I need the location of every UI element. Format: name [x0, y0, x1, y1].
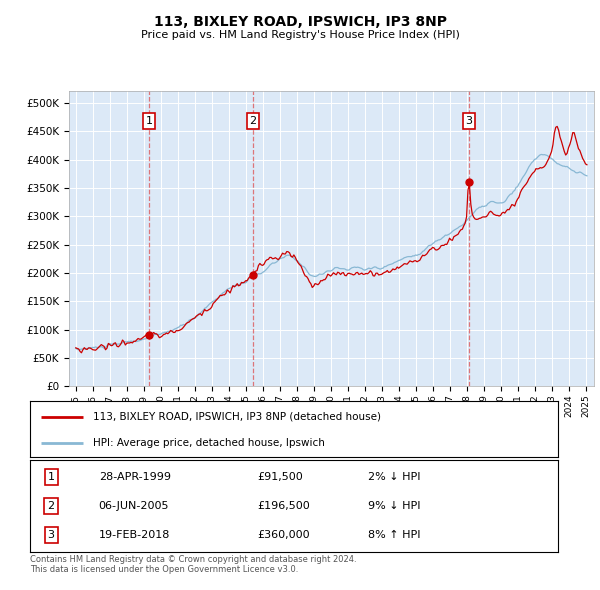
Text: £360,000: £360,000	[257, 530, 310, 540]
Text: 28-APR-1999: 28-APR-1999	[98, 471, 170, 481]
Text: 2: 2	[47, 501, 55, 511]
Text: 06-JUN-2005: 06-JUN-2005	[98, 501, 169, 511]
Text: 3: 3	[465, 116, 472, 126]
Text: HPI: Average price, detached house, Ipswich: HPI: Average price, detached house, Ipsw…	[94, 438, 325, 448]
Text: 9% ↓ HPI: 9% ↓ HPI	[368, 501, 421, 511]
Text: 113, BIXLEY ROAD, IPSWICH, IP3 8NP (detached house): 113, BIXLEY ROAD, IPSWICH, IP3 8NP (deta…	[94, 412, 382, 422]
Text: 19-FEB-2018: 19-FEB-2018	[98, 530, 170, 540]
Text: 1: 1	[47, 471, 55, 481]
Text: 2% ↓ HPI: 2% ↓ HPI	[368, 471, 421, 481]
Text: 3: 3	[47, 530, 55, 540]
Text: This data is licensed under the Open Government Licence v3.0.: This data is licensed under the Open Gov…	[30, 565, 298, 573]
Text: £196,500: £196,500	[257, 501, 310, 511]
Text: Price paid vs. HM Land Registry's House Price Index (HPI): Price paid vs. HM Land Registry's House …	[140, 30, 460, 40]
Text: 2: 2	[250, 116, 257, 126]
Text: Contains HM Land Registry data © Crown copyright and database right 2024.: Contains HM Land Registry data © Crown c…	[30, 555, 356, 563]
Text: 113, BIXLEY ROAD, IPSWICH, IP3 8NP: 113, BIXLEY ROAD, IPSWICH, IP3 8NP	[154, 15, 446, 29]
Text: 1: 1	[146, 116, 152, 126]
Text: 8% ↑ HPI: 8% ↑ HPI	[368, 530, 421, 540]
Text: £91,500: £91,500	[257, 471, 303, 481]
